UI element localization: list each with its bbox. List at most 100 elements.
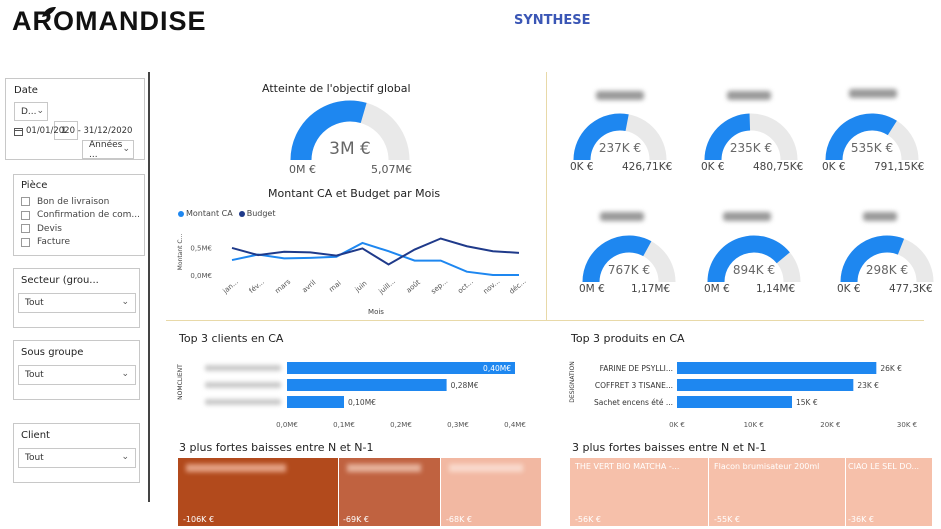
top-products-chart: DESIGNATION 26K € FARINE DE PSYLLI... 23K €… [569, 361, 917, 429]
gauge-fill [840, 235, 905, 283]
checkbox[interactable] [21, 224, 30, 234]
bar-value-label: 0,28M€ [451, 381, 479, 390]
x-tick-label: août [405, 278, 422, 294]
x-tick-label: 30K € [897, 421, 917, 429]
gauge-value-label: 298K € [866, 263, 908, 277]
gauge-max-label: 477,3K€ [889, 283, 933, 295]
piece-option-row[interactable]: Facture [21, 236, 143, 250]
x-tick-label: mars [274, 278, 293, 296]
sous-groupe-filter-title: Sous groupe [21, 347, 84, 358]
x-tick-label: 0,4M€ [504, 421, 526, 429]
sous-groupe-filter-panel: Sous groupe Tout ⌄ [13, 340, 140, 400]
x-tick-label: jan... [221, 278, 240, 296]
treemap-value: -56K € [575, 515, 601, 524]
client-filter-panel: Client Tout ⌄ [13, 423, 140, 483]
date-count-input[interactable]: 1 [54, 121, 78, 140]
small-gauge: 298K € [840, 235, 934, 283]
treemap-cell[interactable]: -106K € [178, 458, 338, 526]
x-tick-label: juin [353, 279, 369, 294]
small-gauge: 235K € [704, 113, 798, 161]
redacted-label [347, 464, 421, 472]
gauge-min-label: 0K € [701, 161, 725, 173]
x-tick-label: mai [328, 279, 343, 294]
sous-groupe-select[interactable]: Tout ⌄ [18, 365, 136, 385]
redacted-label [723, 212, 771, 221]
secteur-filter-panel: Secteur (grou... Tout ⌄ [13, 268, 140, 328]
x-tick-label: oct... [456, 278, 475, 295]
bar-value-label: 15K € [796, 398, 818, 407]
treemap-cell[interactable]: -68K € [441, 458, 541, 526]
bar [677, 379, 854, 391]
x-tick-label: 0,3M€ [447, 421, 469, 429]
redacted-label [449, 464, 523, 472]
gauge-max-label: 480,75K€ [753, 161, 804, 173]
x-tick-label: 10K € [744, 421, 764, 429]
gauge-fill [707, 235, 790, 283]
piece-option-row[interactable]: Bon de livraison [21, 195, 143, 209]
x-axis-title: Mois [368, 308, 384, 316]
y-axis-title: NOMCLIENT [177, 364, 184, 400]
x-tick-label: 0,2M€ [390, 421, 412, 429]
redacted-label [727, 91, 771, 100]
redacted-label [600, 212, 644, 221]
chevron-down-icon: ⌄ [121, 297, 129, 307]
series-line-budget [231, 237, 520, 266]
chevron-down-icon: ⌄ [36, 106, 44, 116]
sidebar-divider [148, 72, 150, 502]
line-chart: Montant C... 0,0M€ 0,5M€ jan... fév... mars av… [177, 234, 528, 316]
app-logo: AROMANDISE [12, 6, 207, 37]
bar [287, 362, 515, 374]
bar-value-label: 23K € [857, 381, 879, 390]
checkbox[interactable] [21, 210, 30, 220]
small-gauge: 767K € [582, 235, 676, 283]
small-gauge: 894K € [707, 235, 801, 283]
piece-option-row[interactable]: Confirmation de com... [21, 209, 143, 223]
gauge-value-label: 235K € [730, 141, 772, 155]
treemap-value: -69K € [343, 515, 369, 524]
piece-option-row[interactable]: Devis [21, 222, 143, 236]
piece-option-label: Devis [37, 223, 62, 234]
section-divider-vertical [546, 72, 547, 320]
line-chart-title: Montant CA et Budget par Mois [268, 187, 441, 200]
top-products-title: Top 3 produits en CA [571, 332, 685, 345]
line-chart-legend: Montant CA Budget [178, 209, 276, 218]
gauge-min-label: 0M € [704, 283, 730, 295]
secteur-filter-title: Secteur (grou... [21, 275, 99, 286]
series-line-ca [231, 241, 519, 276]
redacted-label [849, 89, 897, 98]
y-axis-title: DESIGNATION [569, 361, 576, 402]
gauge-fill [582, 235, 652, 283]
legend-label-ca: Montant CA [186, 209, 233, 218]
treemap-value: -106K € [183, 515, 215, 524]
page-title: SYNTHESE [514, 13, 591, 28]
calendar-icon[interactable] [14, 127, 23, 136]
x-tick-label: avril [301, 278, 318, 294]
y-axis-title: Montant C... [177, 234, 184, 271]
gauge-fill [573, 113, 629, 161]
secteur-select[interactable]: Tout ⌄ [18, 293, 136, 313]
checkbox[interactable] [21, 237, 30, 247]
secteur-value: Tout [25, 298, 44, 308]
treemap-cell[interactable]: CIAO LE SEL DO... -36K € [846, 458, 932, 526]
client-select[interactable]: Tout ⌄ [18, 448, 136, 468]
gauge-value-label: 3M € [329, 139, 371, 159]
x-tick-label: 0,0M€ [276, 421, 298, 429]
bar-value-label: 26K € [880, 364, 902, 373]
sous-groupe-value: Tout [25, 370, 44, 380]
treemap-cell[interactable]: Flacon brumisateur 200ml -55K € [709, 458, 845, 526]
treemap-cell[interactable]: -69K € [339, 458, 440, 526]
bar [677, 362, 877, 374]
date-period-select[interactable]: Années ... ⌄ [82, 140, 134, 160]
treemap-value: -68K € [446, 515, 472, 524]
treemap-cell[interactable]: THE VERT BIO MATCHA -... -56K € [570, 458, 708, 526]
logo-text: AROMANDISE [12, 6, 207, 36]
gauge-max-label: 1,14M€ [756, 283, 796, 295]
gauge-value-label: 237K € [599, 141, 641, 155]
chevron-down-icon: ⌄ [122, 144, 130, 154]
checkbox[interactable] [21, 197, 30, 207]
category-label: Sachet encens été ... [594, 398, 673, 407]
redacted-label [205, 399, 281, 405]
date-unit-select[interactable]: D... ⌄ [14, 102, 48, 121]
treemap-value: -36K € [848, 515, 874, 524]
date-unit-value: D... [21, 106, 37, 117]
